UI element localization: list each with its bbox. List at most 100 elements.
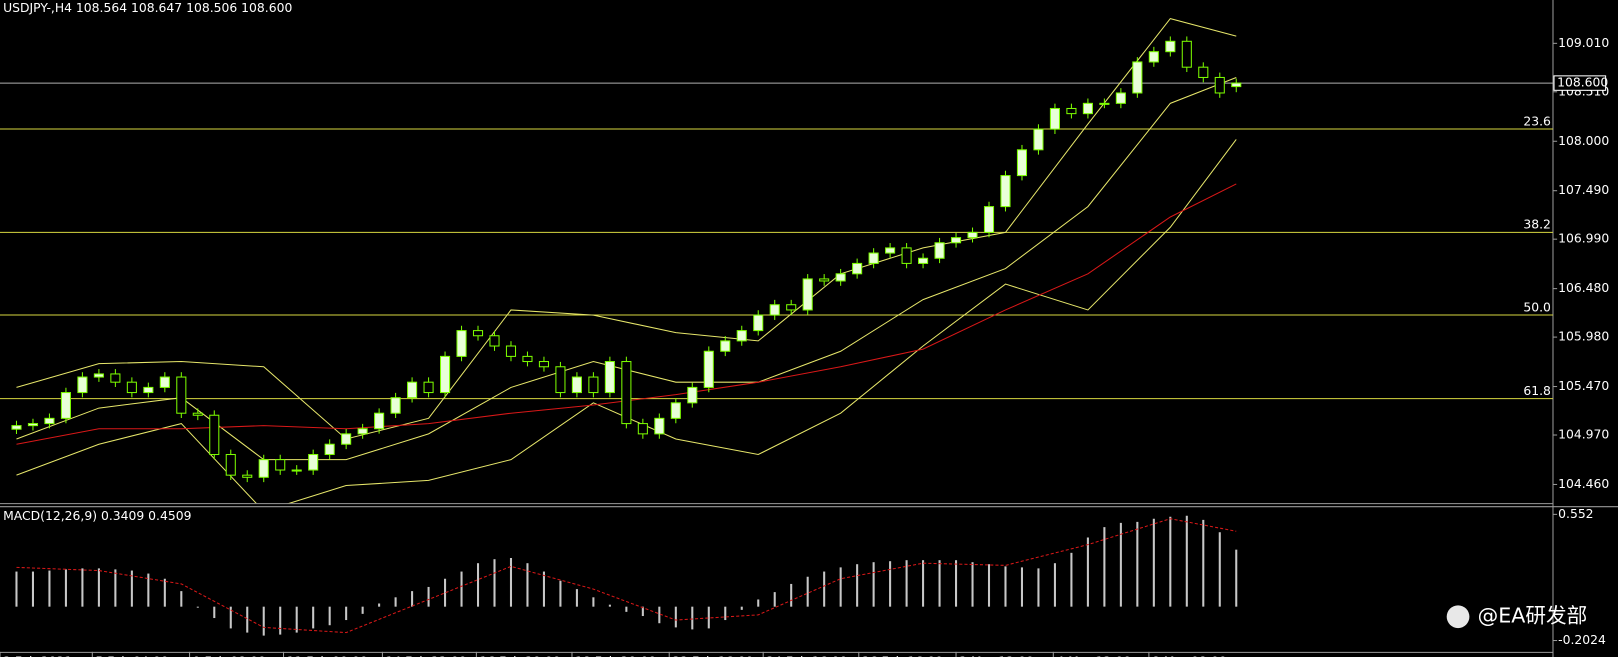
candle-body xyxy=(374,412,385,430)
candle-body xyxy=(341,433,352,445)
candle-body xyxy=(77,376,88,394)
candle-body xyxy=(1000,175,1011,208)
candle-body xyxy=(522,355,533,363)
current-price-label: 108.600 xyxy=(1557,76,1608,90)
current-price-box xyxy=(1553,75,1607,91)
y-tick-label: -0.2024 xyxy=(1558,633,1606,647)
candle-body xyxy=(835,273,846,282)
chart-title: USDJPY-,H4 108.564 108.647 108.506 108.6… xyxy=(3,1,292,15)
candle-body xyxy=(209,414,220,456)
candle-body xyxy=(60,392,71,419)
watermark-text: @EA研发部 xyxy=(1478,604,1588,628)
y-tick-label: 105.470 xyxy=(1558,379,1609,393)
candle-body xyxy=(621,361,632,425)
candle-body xyxy=(258,459,269,478)
x-tick-label: 5 Feb 04:00 xyxy=(95,655,168,657)
candle-body xyxy=(291,469,302,472)
x-tick-label: 24 Feb 16:00 xyxy=(766,655,847,657)
candle-body xyxy=(505,345,517,357)
indicator-title: MACD(12,26,9) 0.3409 0.4509 xyxy=(3,509,191,523)
watermark: @EA研发部 xyxy=(1446,604,1588,629)
y-tick-label: 109.010 xyxy=(1558,36,1609,50)
x-tick-label: 8 Mar 08:00 xyxy=(1152,655,1227,657)
candle-body xyxy=(143,386,154,394)
price-panel xyxy=(0,18,1553,504)
candle-body xyxy=(192,412,203,416)
candle-body xyxy=(440,355,451,394)
candle-body xyxy=(275,459,286,471)
bollinger-upper xyxy=(16,18,1237,440)
candle-body xyxy=(918,257,929,264)
candle-body xyxy=(1198,66,1209,78)
candle-body xyxy=(769,304,780,316)
candle-body xyxy=(225,453,236,476)
candle-body xyxy=(983,206,995,233)
y-tick-label: 108.000 xyxy=(1558,134,1609,148)
y-tick-label: 106.990 xyxy=(1558,232,1609,246)
candle-body xyxy=(868,252,879,264)
watermark-icon xyxy=(1446,605,1470,629)
candle-body xyxy=(456,330,467,357)
candle-body xyxy=(242,474,253,478)
y-tick-label: 105.980 xyxy=(1558,330,1609,344)
candle-body xyxy=(423,381,434,394)
candle-body xyxy=(753,314,764,332)
x-tick-label: 9 Feb 08:00 xyxy=(193,655,266,657)
candle-body xyxy=(27,423,39,427)
candle-body xyxy=(11,425,22,430)
candle-body xyxy=(1115,92,1126,104)
candle-body xyxy=(308,453,319,471)
candle-body xyxy=(44,417,55,425)
candle-body xyxy=(967,231,978,239)
candle-body xyxy=(110,373,121,383)
fib-label: 23.6 xyxy=(1523,114,1551,128)
candle-body xyxy=(1231,82,1242,88)
candle-body xyxy=(588,376,599,394)
candle-body xyxy=(819,278,830,282)
candle-body xyxy=(670,402,681,419)
candle-body xyxy=(736,330,747,342)
candle-body xyxy=(390,397,401,414)
candle-body xyxy=(687,386,698,404)
y-tick-label: 0.552 xyxy=(1558,507,1593,521)
moving-average xyxy=(16,183,1237,445)
x-tick-label: 2 Mar 12:00 xyxy=(959,655,1034,657)
candle-body xyxy=(176,376,187,414)
candle-body xyxy=(1132,61,1143,94)
candle-body xyxy=(1181,40,1192,68)
candle-body xyxy=(472,330,484,337)
y-tick-label: 107.490 xyxy=(1558,183,1609,197)
candle-body xyxy=(357,428,368,435)
candle-body xyxy=(852,262,863,275)
candle-body xyxy=(604,361,615,394)
y-tick-label: 104.970 xyxy=(1558,428,1609,442)
x-tick-label: 16 Feb 20:00 xyxy=(479,655,560,657)
candle-body xyxy=(489,335,500,347)
candle-body xyxy=(555,366,566,394)
candle-body xyxy=(901,247,912,264)
candle-body xyxy=(1099,102,1110,105)
x-tick-label: 18 Feb 20:00 xyxy=(575,655,656,657)
candle-body xyxy=(93,373,104,378)
candle-body xyxy=(324,443,335,456)
bollinger-lower xyxy=(16,139,1237,504)
candle-body xyxy=(407,381,418,399)
candle-body xyxy=(703,350,714,388)
candle-body xyxy=(1165,40,1176,53)
candle-body xyxy=(126,381,137,394)
signal-line xyxy=(16,518,1237,634)
candle-body xyxy=(950,237,962,244)
fib-label: 38.2 xyxy=(1523,218,1551,232)
x-tick-label: 26 Feb 16:00 xyxy=(862,655,943,657)
candle-body xyxy=(1049,107,1060,130)
x-tick-label: 11 Feb 00:00 xyxy=(287,655,368,657)
candle-body xyxy=(538,361,550,368)
candle-body xyxy=(885,247,896,254)
candle-body xyxy=(654,417,665,435)
y-tick-label: 104.460 xyxy=(1558,477,1609,491)
candle-body xyxy=(802,278,813,311)
candle-body xyxy=(1016,149,1028,177)
candle-body xyxy=(1066,107,1077,115)
